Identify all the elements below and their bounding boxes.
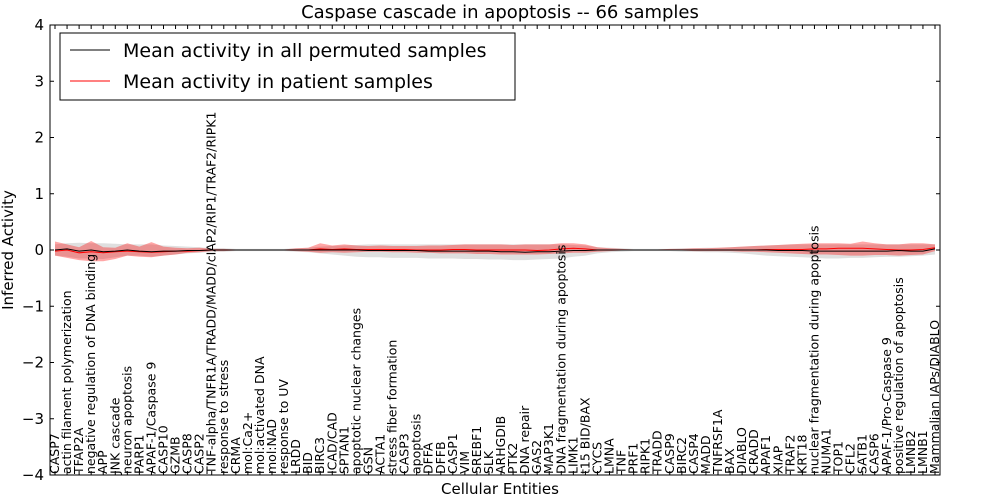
x-tick-label: CRMA [228, 437, 243, 474]
x-tick-label: TNF [614, 450, 629, 475]
x-tick-label: GSN [360, 447, 375, 474]
x-tick-label: JNK cascade [107, 397, 122, 475]
y-tick-label: 0 [34, 241, 44, 259]
x-tick-label: actin filament polymerization [59, 290, 74, 474]
x-tick-label: CASP7 [47, 433, 62, 474]
x-tick-label: BIRC2 [674, 437, 689, 474]
x-tick-label: LIMK1 [565, 436, 580, 474]
x-tick-label: DIABLO [734, 427, 749, 474]
x-tick-label: APAF-1/Caspase 9 [143, 362, 158, 474]
series-lines [54, 247, 936, 254]
x-tick-label: TOP1 [831, 441, 846, 475]
x-tick-label: SLK [481, 450, 496, 474]
x-tick-label: APP [95, 450, 110, 474]
x-tick-label: TRADD [650, 430, 665, 475]
x-tick-label: MAP3K1 [541, 423, 556, 474]
x-tick-label: CASP4 [686, 433, 701, 474]
x-tick-label: TFAP2A [71, 427, 86, 475]
y-tick-label: −2 [22, 354, 44, 372]
x-tick-label: PTK2 [505, 443, 520, 474]
x-tick-label: APAF1 [758, 435, 773, 474]
x-tick-label: mol:NAD [264, 419, 279, 474]
x-tick-label: GZMB [168, 436, 183, 474]
x-tick-label: APAF-1/Pro-Caspase 9 [879, 337, 894, 474]
legend-label-patient: Mean activity in patient samples [123, 71, 433, 93]
x-tick-label: BIRC3 [312, 437, 327, 474]
x-tick-label: GAS2 [529, 440, 544, 474]
x-tick-label: DFFB [433, 441, 448, 474]
x-tick-label: Mammalian IAPs/DIABLO [927, 320, 942, 474]
legend-box [59, 32, 516, 101]
x-tick-label: BID [300, 452, 315, 474]
x-tick-label: response to stress [216, 360, 231, 474]
x-axis-label: Cellular Entities [441, 480, 559, 498]
x-tick-label: SATB1 [855, 434, 870, 474]
x-tick-label: CASP6 [867, 433, 882, 474]
line-permuted [54, 248, 936, 253]
x-tick-label: mol:Ca2+ [240, 412, 255, 474]
x-tick-label: NUMA1 [819, 428, 834, 474]
x-tick-label: SPTAN1 [336, 426, 351, 474]
x-tick-label: VIM [457, 451, 472, 474]
x-tick-label: CASP2 [192, 433, 207, 474]
x-tick-label: CASP9 [662, 433, 677, 474]
y-tick-label: −1 [22, 297, 44, 315]
x-tick-label: TNF-alpha/TNFR1A/TRADD/MADD/cIAP2/RIP1/T… [204, 112, 219, 475]
x-tick-label: BAX [722, 448, 737, 474]
x-tick-label: ACTA1 [372, 434, 387, 474]
legend: Mean activity in all permuted samples Me… [59, 32, 516, 101]
x-tick-label: KRT18 [794, 434, 809, 474]
x-tick-label: DFFA [421, 442, 436, 474]
x-tick-label: CRADD [746, 429, 761, 474]
x-tick-label: DNA fragmentation during apoptosis [553, 245, 568, 474]
y-axis-ticks: −4 −3 −2 −1 0 1 2 3 4 [22, 16, 940, 484]
x-tick-label: mol:activated DNA [252, 356, 267, 474]
y-tick-label: 4 [34, 16, 44, 34]
x-tick-label: CASP3 [397, 433, 412, 474]
y-tick-label: −3 [22, 410, 44, 428]
y-tick-label: −4 [22, 466, 44, 484]
x-tick-label: ARHGDIB [493, 416, 508, 474]
x-tick-label: negative regulation of DNA binding [83, 254, 98, 474]
x-tick-label: stress fiber formation [385, 340, 400, 474]
legend-label-permuted: Mean activity in all permuted samples [123, 40, 486, 62]
y-tick-label: 1 [34, 185, 44, 203]
x-tick-label: MADD [698, 435, 713, 474]
x-tick-label: CYCS [589, 442, 604, 474]
x-tick-label: t15 BID/BAX [577, 397, 592, 474]
y-axis-label: Inferred Activity [0, 190, 17, 310]
x-tick-label: RIPK1 [638, 438, 653, 474]
x-tick-label: LRDD [288, 439, 303, 474]
x-tick-label: neuron apoptosis [119, 366, 134, 474]
x-tick-label: apoptotic nuclear changes [348, 308, 363, 474]
x-tick-label: TRAF2 [782, 434, 797, 475]
x-tick-label: DNA repair [517, 405, 532, 474]
x-tick-label: response to UV [276, 379, 291, 474]
x-tick-label: nuclear fragmentation during apoptosis [806, 225, 821, 474]
x-tick-label: XIAP [770, 445, 785, 474]
x-tick-label: PRF1 [626, 443, 641, 474]
x-tick-label: PARP1 [131, 435, 146, 474]
x-tick-label: CASP10 [155, 425, 170, 474]
x-tick-label: CASP8 [180, 433, 195, 474]
x-tick-label: LMNB1 [915, 430, 930, 474]
y-tick-label: 3 [34, 72, 44, 90]
y-tick-label: 2 [34, 129, 44, 147]
x-tick-label: TNFRSF1A [710, 409, 725, 475]
x-tick-label: CASP1 [445, 433, 460, 474]
x-tick-label: ICAD/CAD [324, 412, 339, 474]
x-tick-label: CFL2 [843, 443, 858, 474]
x-tick-label: LMNA [602, 438, 617, 474]
x-tick-label: apoptosis [409, 414, 424, 474]
x-tick-label: LMNB2 [903, 430, 918, 474]
x-tick-label: SREBF1 [469, 426, 484, 474]
chart-title: Caspase cascade in apoptosis -- 66 sampl… [301, 2, 699, 23]
x-tick-label: positive regulation of apoptosis [891, 277, 906, 474]
